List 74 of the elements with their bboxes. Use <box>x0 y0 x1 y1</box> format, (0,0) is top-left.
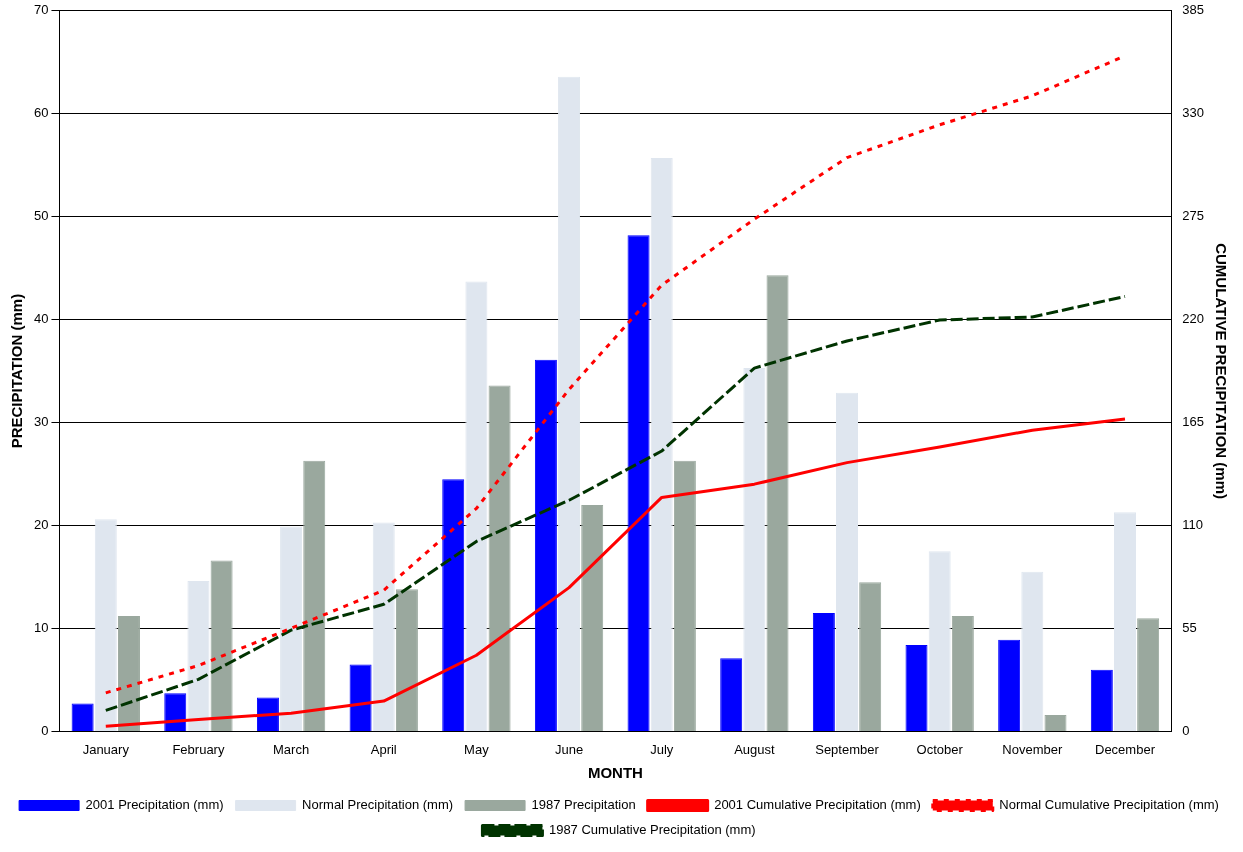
legend-label: 1987 Precipitation <box>531 797 636 813</box>
x-tick-label: April <box>370 741 397 757</box>
y-tick-label: 20 <box>33 517 49 533</box>
bar <box>117 616 140 731</box>
y-axis-title: PRECIPITATION (mm) <box>8 293 26 449</box>
bar <box>766 275 789 731</box>
bar <box>1090 669 1113 731</box>
bar <box>673 460 696 731</box>
bar <box>303 460 326 731</box>
x-tick-label: December <box>1095 741 1156 757</box>
bar <box>1137 618 1160 731</box>
y2-tick-label: 0 <box>1182 722 1190 738</box>
bar <box>1113 512 1136 731</box>
y-tick-label: 70 <box>33 2 49 18</box>
x-tick-label: February <box>172 741 225 757</box>
bar <box>395 589 418 731</box>
y2-tick-label: 110 <box>1182 517 1204 533</box>
y2-tick-label: 330 <box>1182 105 1205 121</box>
legend-label: Normal Precipitation (mm) <box>302 797 454 813</box>
legend-label: Normal Cumulative Precipitation (mm) <box>999 797 1219 813</box>
y2-axis-title: CUMULATIVE PRECIPITATION (mm) <box>1212 243 1230 500</box>
bar <box>859 582 882 731</box>
y-tick-label: 60 <box>33 105 49 121</box>
y-tick-label: 10 <box>33 620 49 636</box>
y2-tick-label: 220 <box>1182 311 1205 327</box>
bar <box>720 658 743 731</box>
x-tick-label: March <box>273 741 310 757</box>
x-tick-label: September <box>815 741 880 757</box>
y2-tick-label: 55 <box>1182 620 1197 636</box>
bar <box>71 703 94 731</box>
bar <box>1021 571 1044 731</box>
bar <box>280 526 303 731</box>
bar <box>905 644 928 731</box>
bar <box>928 551 951 731</box>
bar <box>94 519 117 731</box>
y-tick-label: 0 <box>41 722 49 738</box>
bar <box>951 616 974 731</box>
bar <box>465 281 488 731</box>
x-tick-label: July <box>650 741 674 757</box>
bar <box>187 581 210 731</box>
bar <box>581 504 604 731</box>
bar <box>627 235 650 731</box>
bar <box>534 359 557 731</box>
x-tick-label: May <box>464 741 490 757</box>
bar <box>650 158 673 731</box>
bar <box>1044 714 1067 731</box>
bar <box>442 479 465 731</box>
bar <box>812 613 835 731</box>
bar <box>743 368 766 731</box>
y-tick-label: 30 <box>33 414 49 430</box>
bar <box>836 392 859 731</box>
bar <box>210 560 233 731</box>
bar <box>488 385 511 731</box>
x-tick-label: June <box>554 741 584 757</box>
legend-label: 2001 Cumulative Precipitation (mm) <box>714 797 921 813</box>
x-tick-label: August <box>734 741 775 757</box>
bar <box>256 697 279 731</box>
x-tick-label: October <box>916 741 964 757</box>
y2-tick-label: 275 <box>1182 208 1205 224</box>
y2-tick-label: 165 <box>1182 414 1205 430</box>
bar <box>164 693 187 731</box>
bar <box>372 522 395 731</box>
bar <box>998 639 1021 731</box>
legend-label: 1987 Cumulative Precipitation (mm) <box>548 822 756 838</box>
y-tick-label: 40 <box>33 311 49 327</box>
line-series <box>104 294 1127 712</box>
legend-label: 2001 Precipitation (mm) <box>85 797 224 813</box>
x-axis-title: MONTH <box>587 764 643 782</box>
x-tick-label: January <box>82 741 130 757</box>
y-tick-label: 50 <box>33 208 49 224</box>
bar <box>349 664 372 731</box>
x-tick-label: November <box>1002 741 1063 757</box>
bar <box>558 76 581 731</box>
y2-tick-label: 385 <box>1182 2 1205 18</box>
